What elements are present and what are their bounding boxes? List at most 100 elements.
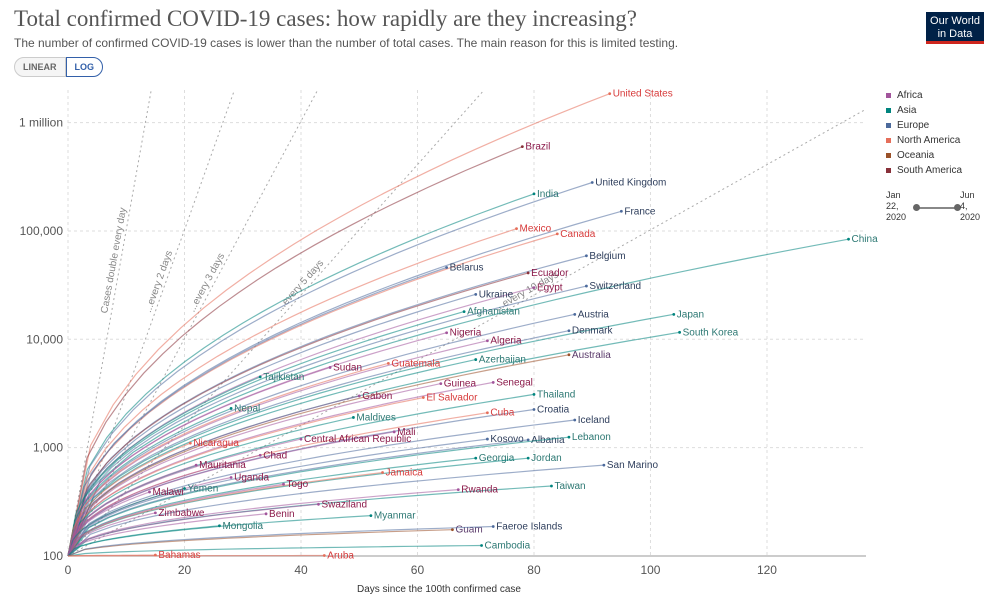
series-endpoint [264,512,268,516]
series-line [67,266,447,557]
legend-item[interactable]: Oceania [886,148,962,163]
series-line [67,313,575,557]
series-line [67,544,482,557]
series-label: United Kingdom [595,178,666,189]
series-line [67,419,575,557]
series-label: Malawi [153,487,184,498]
series-endpoint [550,484,553,488]
legend-swatch [886,108,891,113]
series-line [67,489,459,557]
owid-logo[interactable]: Our World in Data [926,12,984,44]
series-endpoint [328,366,332,369]
logo-line-2: in Data [937,28,973,40]
series-label: Croatia [537,404,570,415]
series-line [67,383,441,557]
x-tick-label: 20 [178,563,192,577]
series-label: Austria [578,309,610,320]
series-label: Iceland [578,415,610,426]
series-label: India [537,189,559,200]
series-endpoint [567,435,571,439]
series-endpoint [386,361,390,365]
timeline-end-handle[interactable] [954,204,961,211]
series-label: Kosovo [490,434,524,445]
y-tick-label: 1,000 [33,441,63,455]
series-label: Nicaragua [193,438,239,449]
series-endpoint [421,396,425,399]
series-line [67,512,156,557]
series-label: Azerbaijan [479,355,526,366]
series-line [67,93,610,557]
series-endpoint [456,488,460,492]
series-line [67,464,604,557]
x-axis-label: Days since the 100th confirmed case [357,584,521,595]
series-label: Albania [531,435,565,446]
series-endpoint [474,456,478,460]
linear-scale-button[interactable]: LINEAR [14,57,66,77]
series-label: Ukraine [479,289,514,300]
series-endpoint [445,331,449,335]
series-line [67,491,150,557]
series-endpoint [485,339,489,343]
legend-item[interactable]: Asia [886,103,962,118]
series-line [67,362,389,557]
series-label: Egypt [537,283,563,294]
x-tick-label: 80 [527,563,541,577]
series-label: Yemen [187,483,218,494]
series-endpoint [352,416,355,419]
series-endpoint [188,441,192,445]
series-endpoint [462,310,466,314]
series-label: South Korea [683,327,739,338]
y-tick-label: 100 [43,549,63,563]
series-line [67,416,354,557]
series-label: Myanmar [374,511,416,522]
series-endpoint [573,312,577,316]
series-endpoint [474,358,478,361]
series-line [67,366,331,557]
series-endpoint [474,292,478,296]
series-endpoint [567,353,571,357]
legend-item[interactable]: Africa [886,88,962,103]
timeline-track[interactable] [916,207,958,209]
series-label: Mauritania [199,460,246,471]
series-label: Canada [560,229,595,240]
series-endpoint [392,430,396,434]
series-label: San Marino [607,460,659,471]
series-endpoint [381,471,384,474]
doubling-reference-line [67,89,485,557]
series-endpoint [520,145,524,149]
series-line [67,359,476,557]
series-line [67,395,360,557]
series-line [67,525,494,557]
legend-item[interactable]: South America [886,163,962,178]
series-endpoint [322,554,326,557]
series-line [67,340,488,557]
log-scale-button[interactable]: LOG [65,57,103,77]
series-endpoint [258,453,262,457]
series-endpoint [258,375,262,379]
y-tick-label: 10,000 [26,332,63,346]
series-label: Zimbabwe [158,508,205,519]
x-tick-label: 100 [640,563,660,577]
series-line [67,525,220,557]
legend-swatch [886,138,891,143]
series-label: Togo [287,479,309,490]
legend-label: South America [897,165,963,176]
series-label: Nigeria [450,328,482,339]
series-endpoint [229,476,233,479]
series-line [67,376,261,557]
timeline-start-handle[interactable] [913,204,920,211]
series-label: Guatemala [391,358,440,369]
doubling-reference-label: ...every 2 days [143,249,175,314]
legend-label: Asia [897,105,917,116]
legend-swatch [886,93,891,98]
series-line [67,285,587,557]
series-label: Cambodia [485,541,531,552]
legend-item[interactable]: North America [886,133,962,148]
series-endpoint [532,286,536,290]
chart-subtitle: The number of confirmed COVID-19 cases i… [14,36,679,50]
series-line [67,193,535,557]
legend-item[interactable]: Europe [886,118,962,133]
series-label: Rwanda [461,485,498,496]
series-endpoint [847,237,850,241]
